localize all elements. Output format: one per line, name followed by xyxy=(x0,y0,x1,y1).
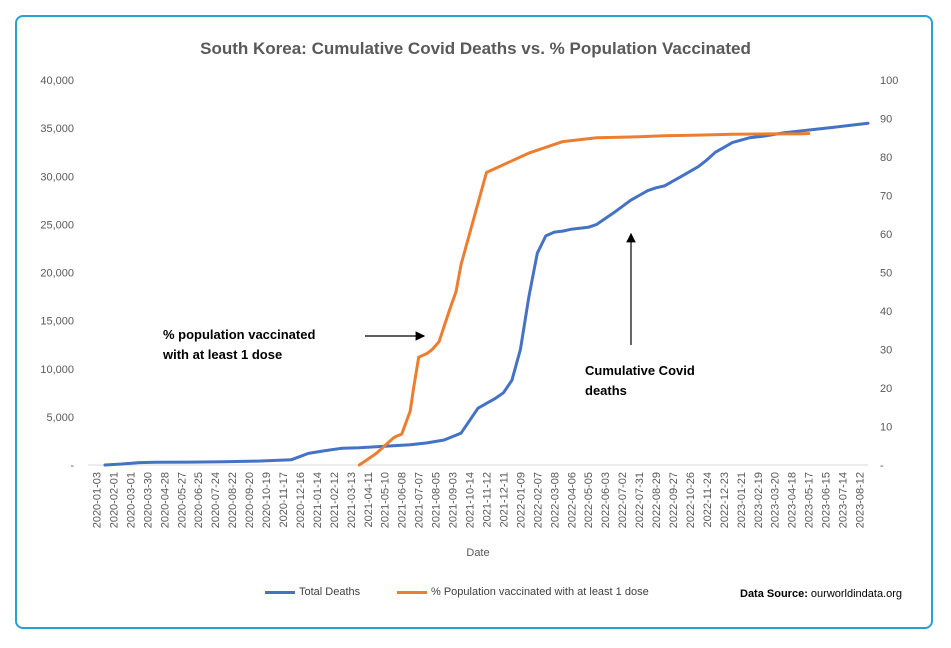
right-axis-tick-label: 30 xyxy=(880,345,892,357)
x-axis-tick-label: 2020-09-20 xyxy=(244,472,256,528)
x-axis-tick-label: 2020-08-22 xyxy=(227,472,239,528)
right-axis-tick-label: 80 xyxy=(880,152,892,164)
x-axis-tick-label: 2023-01-21 xyxy=(736,472,748,528)
chart-frame xyxy=(15,15,933,629)
x-axis-tick-label: 2020-10-19 xyxy=(261,472,273,528)
x-axis-tick-label: 2022-08-29 xyxy=(651,472,663,528)
x-axis-tick-label: 2022-10-26 xyxy=(685,472,697,528)
x-axis-tick-label: 2023-03-20 xyxy=(770,472,782,528)
deaths-annotation: Cumulative Covid deaths xyxy=(585,361,695,401)
right-axis-tick-label: 70 xyxy=(880,191,892,203)
vaccination-annotation: % population vaccinated with at least 1 … xyxy=(163,325,315,365)
left-axis-tick-label: 15,000 xyxy=(40,316,74,328)
right-axis-tick-label: 40 xyxy=(880,306,892,318)
x-axis-tick-label: 2021-10-14 xyxy=(465,472,477,528)
legend-item-vaccinated: % Population vaccinated with at least 1 … xyxy=(397,586,649,598)
left-axis-tick-label: 30,000 xyxy=(40,171,74,183)
x-axis-tick-label: 2020-11-17 xyxy=(278,472,290,527)
left-axis-tick-label: 35,000 xyxy=(40,123,74,135)
x-axis-tick-label: 2023-06-15 xyxy=(821,472,833,528)
right-axis-tick-label: 50 xyxy=(880,268,892,280)
x-axis-tick-label: 2020-01-03 xyxy=(91,472,103,528)
vaccination-annotation-line2: with at least 1 dose xyxy=(163,347,283,362)
x-axis-tick-label: 2023-07-14 xyxy=(838,472,850,528)
x-axis-tick-label: 2022-02-07 xyxy=(532,472,544,528)
series-line-vaccinated xyxy=(357,132,811,467)
x-axis-tick-label: 2021-02-12 xyxy=(329,472,341,528)
x-axis-tick-label: 2020-04-28 xyxy=(159,472,171,528)
x-axis-tick-label: 2021-05-10 xyxy=(380,472,392,528)
deaths-annotation-line2: deaths xyxy=(585,383,627,398)
data-source-value: ourworldindata.org xyxy=(810,588,903,600)
x-axis-tick-label: 2022-07-02 xyxy=(617,472,629,528)
x-axis-tick-label: 2022-06-03 xyxy=(600,472,612,528)
right-axis-tick-label: 90 xyxy=(880,114,892,126)
right-axis-tick-label: 10 xyxy=(880,422,892,434)
x-axis-tick-label: 2020-12-16 xyxy=(295,472,307,528)
x-axis-tick-label: 2022-11-24 xyxy=(702,472,714,527)
deaths-annotation-line1: Cumulative Covid xyxy=(585,363,695,378)
vaccination-annotation-line1: % population vaccinated xyxy=(163,327,316,342)
x-axis-tick-label: 2021-01-14 xyxy=(312,472,324,528)
x-axis-tick-label: 2022-09-27 xyxy=(668,472,680,528)
x-axis-tick-label: 2023-05-17 xyxy=(804,472,816,528)
x-axis-tick-label: 2021-08-05 xyxy=(431,472,443,528)
left-axis-tick-label: - xyxy=(70,460,74,472)
x-axis-tick-label: 2021-12-11 xyxy=(498,472,510,527)
legend-label-vaccinated: % Population vaccinated with at least 1 … xyxy=(431,586,649,598)
data-source: Data Source: ourworldindata.org xyxy=(740,588,912,600)
x-axis-tick-label: 2022-04-06 xyxy=(566,472,578,528)
x-axis-tick-label: 2021-04-11 xyxy=(363,472,375,527)
right-axis-tick-label: - xyxy=(880,460,884,472)
x-axis-tick-label: 2021-03-13 xyxy=(346,472,358,528)
x-axis-tick-label: 2021-09-03 xyxy=(448,472,460,528)
x-axis-tick-label: 2021-06-08 xyxy=(397,472,409,528)
x-axis-tick-label: 2022-03-08 xyxy=(549,472,561,528)
x-axis-tick-label: 2023-02-19 xyxy=(753,472,765,528)
left-axis-tick-label: 20,000 xyxy=(40,268,74,280)
data-source-label: Data Source: xyxy=(740,588,808,600)
x-axis-tick-label: 2020-05-27 xyxy=(176,472,188,528)
right-axis-tick-label: 100 xyxy=(880,75,898,87)
x-axis-tick-label: 2021-11-12 xyxy=(481,472,493,527)
right-axis-tick-label: 20 xyxy=(880,383,892,395)
left-axis-tick-label: 25,000 xyxy=(40,219,74,231)
x-axis-tick-label: 2023-08-12 xyxy=(855,472,867,528)
series-line-total-deaths xyxy=(103,121,870,467)
legend-swatch-deaths xyxy=(265,590,295,594)
x-axis-title: Date xyxy=(466,547,489,559)
x-axis-tick-label: 2022-07-31 xyxy=(634,472,646,528)
x-axis-tick-label: 2023-04-18 xyxy=(787,472,799,528)
legend-label-deaths: Total Deaths xyxy=(299,586,361,598)
x-axis-tick-label: 2021-07-07 xyxy=(414,472,426,528)
x-axis-tick-label: 2020-06-25 xyxy=(193,472,205,528)
x-axis-tick-label: 2020-03-30 xyxy=(142,472,154,528)
right-axis-tick-label: 60 xyxy=(880,229,892,241)
legend-swatch-vaccinated xyxy=(397,590,427,594)
left-axis-tick-label: 40,000 xyxy=(40,75,74,87)
left-axis-tick-label: 10,000 xyxy=(40,364,74,376)
left-axis-tick-label: 5,000 xyxy=(46,412,74,424)
x-axis-tick-label: 2022-05-05 xyxy=(583,472,595,528)
x-axis-tick-label: 2020-02-01 xyxy=(108,472,120,528)
x-axis-tick-label: 2022-01-09 xyxy=(515,472,527,528)
x-axis-tick-label: 2020-03-01 xyxy=(125,472,137,528)
legend-item-total-deaths: Total Deaths xyxy=(265,586,360,598)
x-axis-tick-label: 2022-12-23 xyxy=(719,472,731,528)
chart-title: South Korea: Cumulative Covid Deaths vs.… xyxy=(200,39,751,58)
x-axis-tick-label: 2020-07-24 xyxy=(210,472,222,528)
